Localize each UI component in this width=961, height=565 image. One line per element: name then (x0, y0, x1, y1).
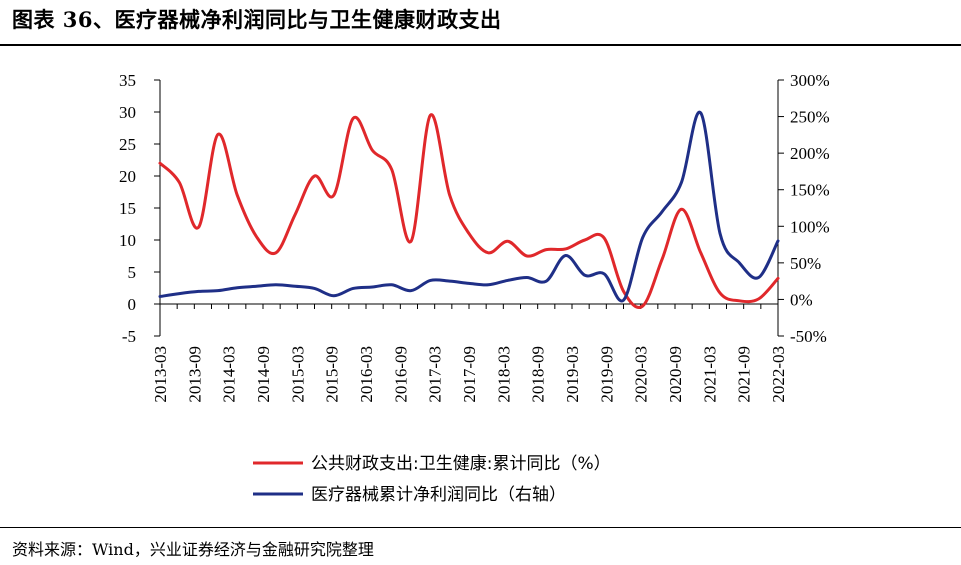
series-line-device-profit (158, 110, 780, 303)
x-tick-label: 2019-03 (563, 346, 582, 403)
right-tick-label: 50% (790, 254, 821, 273)
page-title: 图表 36、医疗器械净利润同比与卫生健康财政支出 (12, 7, 502, 32)
left-tick-label: 5 (128, 263, 137, 282)
x-tick-label: 2016-03 (357, 346, 376, 403)
series-line-health-spending (158, 113, 780, 309)
bottom-rule (0, 527, 961, 528)
x-tick-label: 2014-09 (254, 346, 273, 403)
left-tick-label: 25 (119, 135, 136, 154)
x-tick-label: 2016-09 (391, 346, 410, 403)
x-tick-label: 2021-03 (700, 346, 719, 403)
x-tick-label: 2013-03 (151, 346, 170, 403)
right-tick-label: 100% (790, 217, 830, 236)
x-tick-label: 2022-03 (769, 346, 788, 403)
legend: 公共财政支出:卫生健康:累计同比（%） 医疗器械累计净利润同比（右轴） (253, 454, 611, 505)
right-tick-label: 0% (790, 290, 813, 309)
left-tick-label: 30 (119, 103, 136, 122)
series-layer (158, 110, 780, 309)
x-tick-label: 2015-03 (288, 346, 307, 403)
right-tick-label: 150% (790, 181, 830, 200)
x-tick-label: 2013-09 (185, 346, 204, 403)
right-tick-label: 200% (790, 144, 830, 163)
top-rule (0, 44, 961, 46)
x-tick-label: 2017-03 (426, 346, 445, 403)
left-tick-label: 35 (119, 71, 136, 90)
x-tick-label: 2014-03 (220, 346, 239, 403)
x-tick-label: 2020-03 (632, 346, 651, 403)
legend-label-health-spending: 公共财政支出:卫生健康:累计同比（%） (311, 454, 611, 474)
source-note: 资料来源：Wind，兴业证券经济与金融研究院整理 (12, 540, 374, 559)
right-tick-label: 250% (790, 108, 830, 127)
legend-label-device-profit: 医疗器械累计净利润同比（右轴） (311, 485, 566, 505)
x-tick-label: 2018-09 (529, 346, 548, 403)
x-tick-label: 2021-09 (735, 346, 754, 403)
left-tick-label: 15 (119, 199, 136, 218)
axes: -5 0 5 10 15 20 25 30 35 -50% 0% 50% 100% 150% 200% 250… (119, 71, 830, 403)
x-tick-label: 2015-09 (323, 346, 342, 403)
x-tick-label: 2018-03 (494, 346, 513, 403)
x-tick-label: 2020-09 (666, 346, 685, 403)
right-tick-label: -50% (790, 327, 827, 346)
x-tick-label: 2017-09 (460, 346, 479, 403)
right-tick-label: 300% (790, 71, 830, 90)
left-tick-label: 20 (119, 167, 136, 186)
left-tick-label: -5 (122, 327, 136, 346)
left-tick-label: 10 (119, 231, 136, 250)
x-tick-label: 2019-09 (597, 346, 616, 403)
left-tick-label: 0 (128, 295, 137, 314)
